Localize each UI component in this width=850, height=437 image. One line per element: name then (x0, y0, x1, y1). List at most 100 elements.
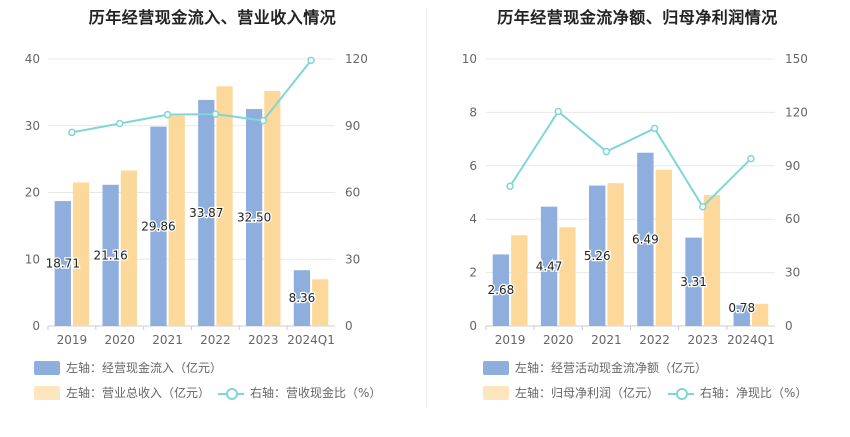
y-right-tick-label: 0 (345, 319, 353, 333)
bar-secondary (72, 182, 90, 326)
bar-secondary (607, 183, 624, 326)
chart-panel-net-cash: 历年经营现金流净额、归母净利润情况 0 2 4 6 8 10 0 30 60 90 120 150 20… (425, 0, 850, 437)
y-left-tick-label: 8 (469, 105, 477, 119)
legend-label: 左轴：归母净利润（亿元） (515, 386, 660, 400)
x-tick-label: 2023 (248, 333, 279, 347)
ratio-point (650, 124, 659, 133)
chart-title: 历年经营现金流入、营业收入情况 (88, 8, 337, 27)
bar-data-label: 18.71 (46, 257, 80, 271)
x-tick-label: 2022 (200, 333, 231, 347)
bar-secondary (312, 279, 329, 326)
y-left-tick-label: 2 (469, 266, 477, 280)
y-left-tick-label: 20 (25, 186, 40, 200)
y-left-tick-label: 10 (25, 252, 40, 266)
y-left-tick-label: 0 (469, 319, 477, 333)
bar-primary (637, 152, 654, 326)
x-tick-label: 2022 (639, 333, 670, 347)
x-tick-label: 2023 (687, 333, 718, 347)
bar-primary (245, 109, 263, 326)
y-right-tick-label: 90 (345, 119, 360, 133)
y-right-tick-label: 30 (345, 252, 360, 266)
legend-item-series-2[interactable]: 左轴：营业总收入（亿元） (34, 384, 210, 401)
bar-secondary (120, 170, 138, 326)
chart-title: 历年经营现金流净额、归母净利润情况 (497, 8, 778, 27)
y-left-tick-label: 6 (469, 159, 477, 173)
ratio-line (71, 59, 312, 134)
bar-secondary (511, 235, 528, 326)
legend-label: 左轴：经营活动现金流净额（亿元） (515, 361, 708, 375)
y-left-tick-label: 40 (25, 52, 40, 66)
legend-swatch (483, 385, 509, 400)
bar-data-label: 33.87 (189, 206, 223, 220)
legend-item-series-3[interactable]: 右轴：净现比（%） (668, 384, 807, 401)
y-right-tick-label: 120 (345, 52, 368, 66)
x-tick-label: 2024Q1 (727, 333, 775, 347)
ratio-point (602, 147, 611, 156)
legend-swatch (34, 385, 60, 400)
bar-primary (685, 237, 702, 326)
bar-primary (540, 206, 558, 326)
bar-data-label: 4.47 (536, 259, 563, 273)
legend-item-series-3[interactable]: 右轴：营收现金比（%） (218, 384, 381, 401)
legend-line-swatch (218, 386, 244, 400)
x-tick-label: 2020 (104, 333, 135, 347)
legend-label: 左轴：营业总收入（亿元） (66, 386, 211, 400)
bar-data-label: 32.50 (237, 211, 271, 225)
bar-primary (198, 99, 215, 326)
bar-primary (102, 184, 119, 326)
legend-label: 右轴：营收现金比（%） (250, 386, 382, 400)
y-right-tick-label: 30 (785, 266, 800, 280)
ratio-line (509, 110, 752, 209)
bar-secondary (751, 303, 769, 326)
ratio-point (747, 154, 755, 163)
bar-data-label: 8.36 (289, 291, 316, 305)
bar-data-label: 5.26 (584, 249, 611, 263)
legend-item-series-1[interactable]: 左轴：经营活动现金流净额（亿元） (483, 359, 707, 376)
legend-item-series-2[interactable]: 左轴：归母净利润（亿元） (483, 384, 659, 401)
x-tick-label: 2024Q1 (287, 333, 335, 347)
bar-primary (293, 270, 311, 326)
bar-data-label: 0.78 (728, 301, 755, 315)
y-right-tick-label: 60 (785, 212, 800, 226)
bar-primary (54, 201, 71, 326)
ratio-point (116, 119, 124, 128)
y-right-tick-label: 0 (785, 319, 793, 333)
legend-label: 右轴：净现比（%） (700, 386, 808, 400)
bar-secondary (216, 86, 233, 327)
ratio-point (163, 110, 172, 119)
bar-data-label: 29.86 (141, 219, 175, 233)
y-left-tick-label: 4 (469, 212, 477, 226)
chart-plot-area: 0 10 20 30 40 0 30 60 90 120 2019 2020 2021 2022 2023 2… (25, 52, 368, 347)
legend-line-swatch (668, 386, 694, 400)
chart-panel-cash-inflow: 历年经营现金流入、营业收入情况 0 10 20 30 40 0 30 60 90 120 2019 2… (25, 8, 382, 401)
x-tick-label: 2019 (495, 333, 526, 347)
y-right-tick-label: 150 (785, 52, 808, 66)
bar-secondary (703, 195, 721, 326)
ratio-point (211, 110, 220, 118)
bar-primary (733, 305, 750, 326)
bar-data-label: 3.31 (680, 275, 707, 289)
y-right-tick-label: 120 (785, 105, 808, 119)
bar-data-label: 6.49 (632, 232, 659, 246)
bar-data-label: 21.16 (93, 248, 127, 262)
ratio-point (307, 56, 315, 65)
bar-primary (589, 185, 606, 326)
y-left-tick-label: 10 (462, 52, 477, 66)
bar-secondary (168, 115, 185, 326)
ratio-point (259, 116, 267, 125)
ratio-point (554, 107, 562, 116)
y-right-tick-label: 60 (345, 186, 360, 200)
legend-item-series-1[interactable]: 左轴：经营现金流入（亿元） (34, 359, 222, 376)
x-tick-label: 2021 (591, 333, 622, 347)
bar-secondary (264, 91, 281, 326)
bar-secondary (559, 227, 576, 326)
x-tick-label: 2020 (543, 333, 574, 347)
panel-divider (426, 8, 427, 408)
ratio-point (68, 128, 76, 137)
legend-label: 左轴：经营现金流入（亿元） (66, 361, 223, 375)
chart-plot-area: 0 2 4 6 8 10 0 30 60 90 120 150 2019 2020 2021 2022 2023… (462, 52, 808, 347)
x-tick-label: 2019 (57, 333, 88, 347)
legend-swatch (483, 360, 509, 375)
legend-swatch (34, 360, 60, 375)
x-tick-label: 2021 (152, 333, 183, 347)
